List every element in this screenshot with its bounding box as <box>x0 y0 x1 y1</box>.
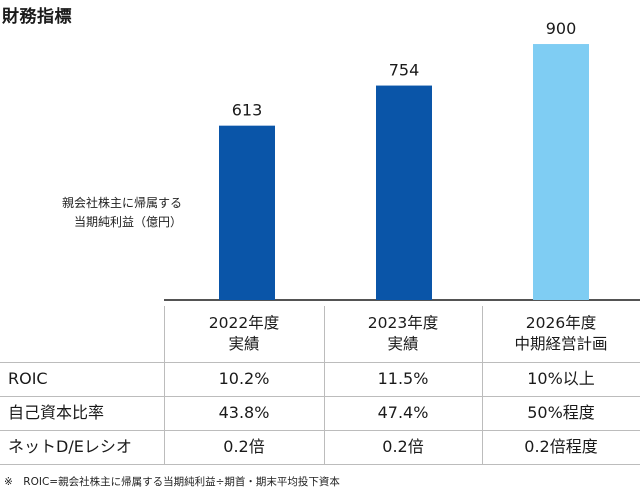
table-column-divider <box>482 306 483 464</box>
column-header-2022: 2022年度 実績 <box>164 306 324 362</box>
bar-chart: 613 754 900 <box>164 19 640 301</box>
table-divider <box>0 396 640 397</box>
column-header-type: 中期経営計画 <box>514 335 608 353</box>
row-label-equity-ratio: 自己資本比率 <box>8 403 105 422</box>
bar-value-label: 754 <box>389 61 420 80</box>
chart-y-axis-label-line-2: 当期純利益（億円） <box>73 215 182 229</box>
chart-y-axis-label: 親会社株主に帰属する 当期純利益（億円） <box>30 194 182 232</box>
column-header-year: 2023年度 <box>367 314 439 332</box>
table-cell: 11.5% <box>377 369 429 388</box>
table-divider <box>0 430 640 431</box>
page-title: 財務指標 <box>2 7 72 27</box>
bar-value-label: 613 <box>232 101 263 120</box>
table-cell: 50%程度 <box>527 403 595 422</box>
bar <box>376 85 432 300</box>
column-header-type: 実績 <box>387 335 419 353</box>
row-label-net-de-ratio: ネットD/Eレシオ <box>8 437 132 456</box>
footnote: ※ ROIC=親会社株主に帰属する当期純利益÷期首・期末平均投下資本 <box>4 476 340 488</box>
column-header-2026: 2026年度 中期経営計画 <box>482 306 640 362</box>
table-cell: 0.2倍程度 <box>524 437 598 456</box>
column-header-type: 実績 <box>228 335 260 353</box>
table-cell: 47.4% <box>377 403 429 422</box>
row-label-roic: ROIC <box>8 369 48 388</box>
column-header-2023: 2023年度 実績 <box>324 306 482 362</box>
column-header-year: 2022年度 <box>208 314 280 332</box>
table-cell: 43.8% <box>218 403 270 422</box>
table-column-divider <box>324 306 325 464</box>
bar <box>219 125 275 300</box>
table-cell: 10.2% <box>218 369 270 388</box>
bar <box>533 44 589 300</box>
chart-y-axis-label-line-1: 親会社株主に帰属する <box>61 196 182 210</box>
table-cell: 10%以上 <box>527 369 595 388</box>
table-column-divider <box>164 306 165 464</box>
table-divider <box>0 464 640 465</box>
table-cell: 0.2倍 <box>223 437 265 456</box>
column-header-year: 2026年度 <box>525 314 597 332</box>
bar-value-label: 900 <box>546 19 577 38</box>
table-cell: 0.2倍 <box>382 437 424 456</box>
table-divider <box>0 362 640 363</box>
